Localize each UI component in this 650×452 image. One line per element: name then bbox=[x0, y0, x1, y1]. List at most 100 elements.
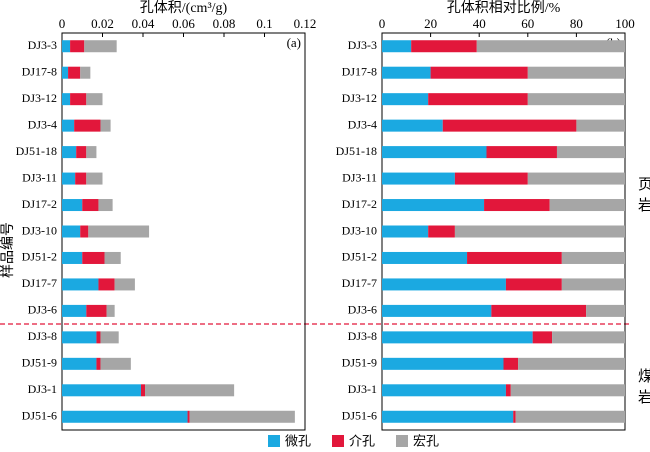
bar-segment bbox=[454, 172, 528, 185]
y-tick-label: DJ51-6 bbox=[22, 409, 57, 423]
bar-segment bbox=[527, 93, 625, 106]
x-tick-label: 0 bbox=[59, 16, 66, 31]
legend-swatch bbox=[396, 435, 408, 447]
y-tick-label: DJ3-10 bbox=[22, 223, 57, 237]
bar-segment bbox=[62, 384, 141, 397]
bar-segment bbox=[74, 119, 101, 132]
bar-segment bbox=[114, 278, 135, 291]
bar-segment bbox=[86, 304, 107, 317]
bar-segment bbox=[428, 93, 528, 106]
legend-label: 宏孔 bbox=[413, 435, 439, 450]
x-tick-label: 0 bbox=[379, 16, 386, 31]
bar-segment bbox=[527, 172, 625, 185]
bar-segment bbox=[532, 331, 553, 344]
y-tick-label: DJ3-4 bbox=[348, 117, 377, 131]
y-tick-label: DJ51-18 bbox=[16, 144, 57, 158]
y-axis-label: 样品编号 bbox=[0, 222, 16, 278]
bar-segment bbox=[62, 331, 97, 344]
bar-segment bbox=[382, 357, 504, 370]
y-tick-label: DJ17-8 bbox=[22, 64, 57, 78]
bar-segment bbox=[510, 384, 625, 397]
x-tick-label: 0.12 bbox=[294, 16, 317, 31]
bar-segment bbox=[80, 225, 89, 238]
bar-segment bbox=[68, 66, 81, 79]
bar-segment bbox=[430, 66, 528, 79]
bar-segment bbox=[503, 357, 519, 370]
y-tick-label: DJ3-4 bbox=[28, 117, 57, 131]
bar-segment bbox=[428, 225, 455, 238]
bar-segment bbox=[382, 304, 492, 317]
bar-segment bbox=[505, 278, 562, 291]
bar-segment bbox=[484, 199, 550, 212]
bar-segment bbox=[382, 384, 506, 397]
bar-segment bbox=[513, 410, 516, 423]
y-tick-label: DJ51-9 bbox=[342, 356, 377, 370]
panel-label: (a) bbox=[287, 35, 301, 50]
y-tick-label: DJ3-1 bbox=[348, 382, 377, 396]
y-tick-label: DJ3-8 bbox=[348, 329, 377, 343]
bar-segment bbox=[382, 146, 487, 159]
bar-segment bbox=[96, 331, 101, 344]
y-tick-label: DJ3-1 bbox=[28, 382, 57, 396]
y-tick-label: DJ3-11 bbox=[22, 170, 57, 184]
bar-segment bbox=[100, 119, 111, 132]
bar-segment bbox=[382, 410, 514, 423]
bar-segment bbox=[70, 40, 85, 53]
bar-segment bbox=[561, 251, 625, 264]
bar-segment bbox=[576, 119, 625, 132]
bar-segment bbox=[382, 251, 468, 264]
x-tick-label: 40 bbox=[473, 16, 486, 31]
y-tick-label: DJ3-12 bbox=[22, 91, 57, 105]
bar-segment bbox=[100, 357, 131, 370]
bar-segment bbox=[75, 172, 87, 185]
bar-segment bbox=[549, 199, 625, 212]
bar-segment bbox=[86, 93, 103, 106]
bar-segment bbox=[62, 93, 71, 106]
bar-segment bbox=[187, 410, 190, 423]
bar-segment bbox=[76, 146, 87, 159]
bar-segment bbox=[62, 40, 71, 53]
y-tick-label: DJ3-12 bbox=[342, 91, 377, 105]
bar-segment bbox=[467, 251, 562, 264]
bar-segment bbox=[100, 331, 119, 344]
bar-segment bbox=[62, 119, 75, 132]
group-label: 煤岩 bbox=[636, 368, 650, 410]
x-tick-label: 0.08 bbox=[213, 16, 236, 31]
x-tick-label: 80 bbox=[570, 16, 583, 31]
y-tick-label: DJ3-3 bbox=[348, 38, 377, 52]
bar-segment bbox=[189, 410, 295, 423]
bar-segment bbox=[62, 66, 69, 79]
bar-segment bbox=[70, 93, 87, 106]
bar-segment bbox=[382, 172, 455, 185]
y-tick-label: DJ17-2 bbox=[22, 197, 57, 211]
x-tick-label: 20 bbox=[424, 16, 437, 31]
bar-segment bbox=[104, 251, 121, 264]
y-tick-label: DJ3-6 bbox=[28, 303, 57, 317]
y-tick-label: DJ3-3 bbox=[28, 38, 57, 52]
bar-segment bbox=[140, 384, 146, 397]
bar-segment bbox=[382, 225, 429, 238]
legend-swatch bbox=[268, 435, 280, 447]
bar-segment bbox=[518, 357, 625, 370]
bar-segment bbox=[527, 66, 625, 79]
bar-segment bbox=[382, 40, 412, 53]
bar-segment bbox=[552, 331, 625, 344]
bar-segment bbox=[86, 146, 97, 159]
x-tick-label: 0.06 bbox=[172, 16, 195, 31]
bar-segment bbox=[62, 410, 188, 423]
bar-segment bbox=[86, 172, 103, 185]
bar-segment bbox=[491, 304, 587, 317]
y-tick-label: DJ3-8 bbox=[28, 329, 57, 343]
bar-segment bbox=[454, 225, 625, 238]
y-tick-label: DJ51-9 bbox=[22, 356, 57, 370]
bar-segment bbox=[82, 199, 99, 212]
bar-segment bbox=[98, 199, 113, 212]
group-label: 页岩 bbox=[636, 176, 650, 218]
bar-segment bbox=[84, 40, 117, 53]
y-tick-label: DJ17-7 bbox=[342, 276, 377, 290]
bar-segment bbox=[98, 278, 115, 291]
bar-segment bbox=[62, 225, 81, 238]
bar-segment bbox=[442, 119, 577, 132]
